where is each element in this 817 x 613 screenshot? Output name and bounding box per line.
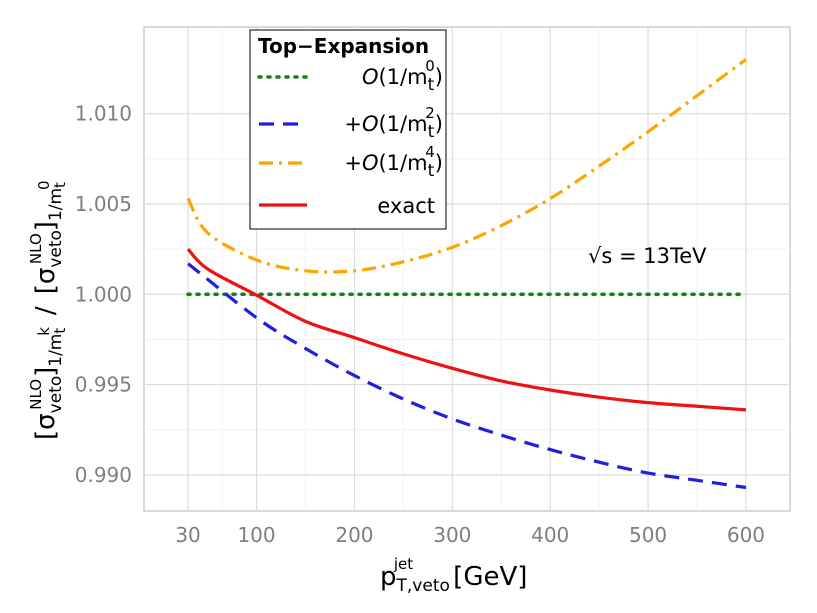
- legend-label-exact: exact: [377, 194, 435, 218]
- x-axis-title: pT,vetojet [GeV]: [380, 555, 527, 596]
- y-tick-label: 0.995: [75, 373, 132, 397]
- series-line-o2: [187, 262, 747, 490]
- x-tick-label: 200: [335, 523, 373, 547]
- y-tick-label: 1.005: [75, 192, 132, 216]
- legend-label-o0: O(1/mt0): [362, 57, 443, 95]
- series-layer: [186, 58, 748, 490]
- x-tick-label: 300: [433, 523, 471, 547]
- legend: Top−Expansion O(1/mt0) +O(1/mt2) +O(1/mt…: [249, 29, 447, 230]
- tick-labels: 0.990 0.995 1.000 1.005 1.010 30 100 200 300 400 5…: [75, 102, 765, 547]
- energy-annotation: √s = 13TeV: [588, 244, 707, 268]
- x-tick-label: 30: [175, 523, 200, 547]
- plot-panel: [143, 26, 791, 512]
- series-line-o4: [186, 58, 747, 274]
- svg-text:[σvetoNLO]1/mtk/[σvetoNLO]1/mt: [σvetoNLO]1/mtk/[σvetoNLO]1/mt0: [27, 181, 69, 441]
- x-tick-label: 600: [727, 523, 765, 547]
- y-axis-title: [σvetoNLO]1/mtk/[σvetoNLO]1/mt0: [27, 181, 69, 441]
- legend-label-o4: +O(1/mt4): [344, 143, 443, 181]
- legend-label-o2: +O(1/mt2): [344, 104, 443, 142]
- x-tick-label: 500: [629, 523, 667, 547]
- x-tick-label: 400: [531, 523, 569, 547]
- legend-title: Top−Expansion: [258, 34, 429, 58]
- series-line-exact: [186, 248, 747, 412]
- legend-box: [249, 29, 447, 230]
- y-tick-label: 0.990: [75, 463, 132, 487]
- y-tick-label: 1.000: [75, 282, 132, 306]
- y-tick-label: 1.010: [75, 102, 132, 126]
- x-tick-label: 100: [237, 523, 275, 547]
